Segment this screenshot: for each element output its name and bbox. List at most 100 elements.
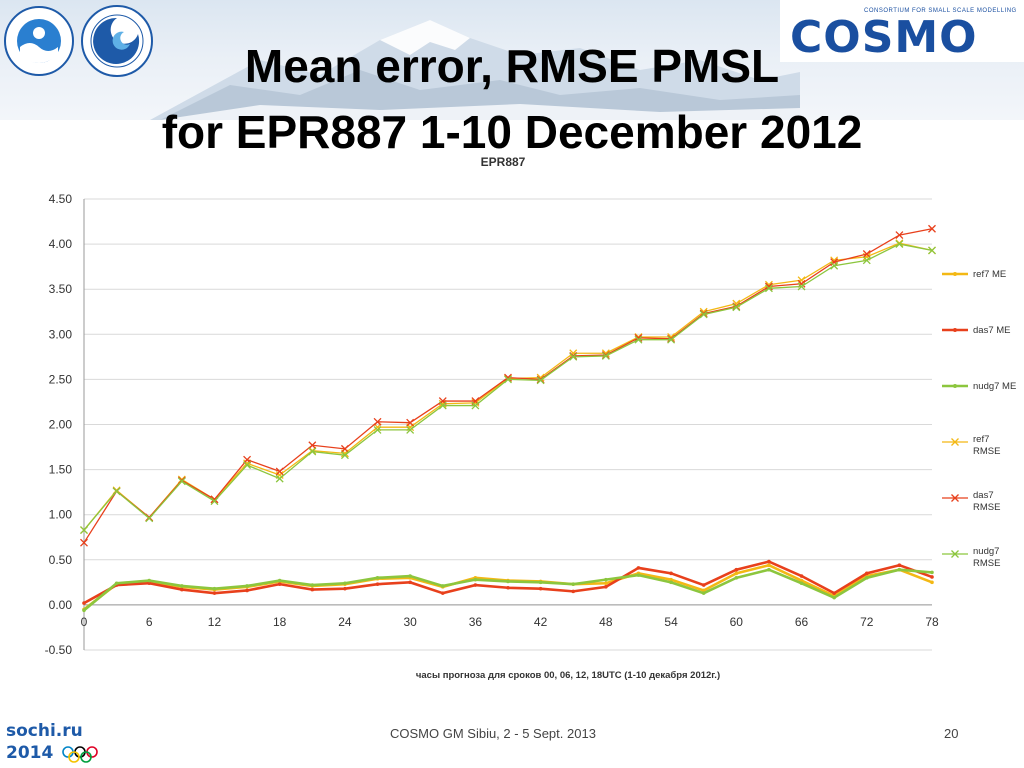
- chart-container: -0.50 0.00 0.50 1.00 1.50 2.00 2.50 3.00 3.50 4.0…: [0, 150, 1024, 690]
- data-point: [571, 589, 576, 594]
- data-point: [310, 587, 315, 592]
- legend-marker: [953, 384, 957, 388]
- data-point: [80, 538, 88, 547]
- data-point: [699, 310, 708, 319]
- data-point: [604, 581, 608, 586]
- legend-entry: nudg7 RMSE: [942, 546, 1000, 569]
- data-point: [310, 583, 315, 587]
- data-point: [895, 231, 904, 240]
- data-point: [930, 570, 934, 575]
- data-point: [734, 567, 739, 572]
- slide-title-line2: for EPR887 1-10 December 2012: [161, 106, 863, 158]
- data-point: [669, 577, 673, 582]
- data-point: [308, 441, 317, 450]
- data-point: [408, 574, 412, 578]
- series-das7-me: [82, 559, 934, 605]
- data-point: [147, 581, 152, 586]
- x-tick-label: 54: [664, 615, 678, 629]
- x-tick-label: 60: [730, 615, 744, 629]
- data-point: [473, 577, 478, 582]
- x-tick-label: 78: [925, 615, 939, 629]
- legend-label: ref7 ME: [973, 269, 1006, 280]
- y-tick-label: 4.00: [49, 237, 73, 251]
- data-point: [634, 335, 643, 344]
- data-point: [506, 579, 510, 584]
- data-point: [832, 595, 836, 600]
- x-tick-label: 30: [403, 615, 417, 629]
- data-point: [375, 576, 380, 580]
- data-point: [734, 571, 739, 576]
- data-point: [667, 335, 676, 344]
- series-nudg7-me: [82, 567, 934, 613]
- y-tick-label: 2.50: [49, 372, 73, 386]
- y-tick-label: 1.50: [49, 463, 73, 477]
- data-point: [147, 578, 152, 583]
- legend-entry: das7 RMSE: [942, 490, 1000, 513]
- data-point: [701, 583, 706, 587]
- data-point: [277, 582, 282, 586]
- data-point: [830, 261, 839, 270]
- data-point: [895, 240, 904, 249]
- data-point: [536, 376, 545, 385]
- data-point: [145, 514, 154, 523]
- legend-marker: [951, 438, 959, 446]
- y-tick-label: 4.50: [49, 192, 73, 206]
- data-point: [210, 497, 219, 506]
- y-tick-label: 3.50: [49, 282, 73, 296]
- data-point: [343, 586, 347, 591]
- cosmo-wordmark: COSMO: [790, 12, 978, 63]
- y-tick-label: 0.50: [49, 553, 73, 567]
- roshydromet-logo: [4, 6, 74, 76]
- data-point: [636, 566, 641, 570]
- x-tick-label: 48: [599, 615, 613, 629]
- legend-entry: das7 ME: [942, 325, 1011, 336]
- series-nudg7-rmse: [80, 240, 936, 534]
- data-point: [438, 401, 447, 410]
- x-tick-label: 12: [208, 615, 222, 629]
- x-tick-label: 6: [146, 615, 153, 629]
- y-tick-label: -0.50: [45, 643, 73, 657]
- data-point: [571, 582, 576, 586]
- legend-label: nudg7 ME: [973, 381, 1016, 392]
- legend-label: das7 ME: [973, 325, 1011, 336]
- data-point: [340, 451, 349, 460]
- x-tick-label: 72: [860, 615, 874, 629]
- data-point: [538, 580, 543, 585]
- data-point: [212, 586, 217, 591]
- x-axis-label: часы прогноза для сроков 00, 06, 12, 18U…: [416, 670, 720, 681]
- data-point: [440, 591, 445, 595]
- legend-marker: [953, 272, 957, 276]
- data-point: [604, 585, 608, 589]
- data-point: [604, 577, 608, 582]
- data-point: [180, 587, 184, 592]
- data-point: [275, 474, 284, 483]
- data-point: [601, 351, 610, 360]
- legend-marker: [951, 494, 959, 502]
- data-point: [701, 591, 706, 595]
- chart-legend: ref7 ME das7 ME nudg7 ME ref7 RMSE das7 RMSE nu…: [942, 269, 1016, 569]
- data-point: [767, 563, 771, 568]
- y-tick-label: 0.00: [49, 598, 73, 612]
- data-point: [797, 282, 806, 291]
- data-point: [406, 418, 415, 427]
- data-point: [114, 581, 119, 586]
- x-tick-label: 36: [469, 615, 483, 629]
- x-tick-label: 42: [534, 615, 548, 629]
- data-point: [799, 578, 804, 583]
- data-point: [180, 584, 184, 588]
- legend-entry: nudg7 ME: [942, 381, 1016, 392]
- data-point: [897, 567, 902, 572]
- x-axis-ticks: 0 6 12 18 24 30 36 42 48 54 60 66 72 78: [81, 615, 939, 629]
- sochi-logo-line2: 2014: [6, 743, 53, 763]
- chart-series: [80, 224, 936, 613]
- data-point: [277, 578, 282, 583]
- data-point: [275, 467, 284, 476]
- legend-marker: [951, 550, 959, 558]
- data-point: [80, 526, 88, 534]
- data-point: [734, 576, 739, 580]
- chart-title: EPR887: [481, 155, 526, 169]
- data-point: [112, 487, 121, 496]
- slide-title-line1: Mean error, RMSE PMSL: [244, 40, 780, 92]
- legend-entry: ref7 RMSE: [942, 434, 1000, 457]
- y-tick-label: 2.00: [49, 418, 73, 432]
